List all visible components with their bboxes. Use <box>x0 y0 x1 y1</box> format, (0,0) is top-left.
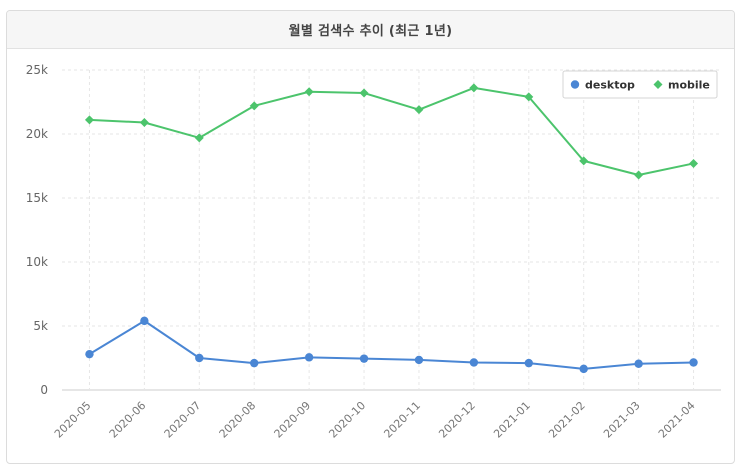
desktop-point <box>524 358 533 368</box>
x-tick-label: 2020-08 <box>217 399 259 441</box>
series <box>84 83 699 374</box>
mobile-line <box>89 86 694 176</box>
desktop-point <box>359 354 369 363</box>
mobile-point <box>469 83 479 93</box>
y-tick-label: 5k <box>33 319 48 333</box>
panel-header: 월별 검색수 추이 (최근 1년) <box>7 11 734 49</box>
desktop-point <box>250 358 259 368</box>
mobile-point <box>84 115 94 125</box>
desktop-point <box>579 364 588 374</box>
mobile-point <box>579 156 589 166</box>
x-tick-label: 2020-11 <box>381 399 423 441</box>
mobile-point <box>524 92 534 102</box>
desktop-point <box>195 353 204 363</box>
legend-box <box>562 70 718 99</box>
x-tick-label: 2020-12 <box>436 399 478 441</box>
x-tick-label: 2021-01 <box>491 399 533 441</box>
desktop-point <box>304 353 314 362</box>
x-tick-label: 2021-03 <box>601 399 643 441</box>
chart-title: 월별 검색수 추이 (최근 1년) <box>288 24 453 39</box>
mobile-point <box>414 105 424 115</box>
x-tick-label: 2021-02 <box>546 399 588 441</box>
x-tick-label: 2020-06 <box>107 399 149 441</box>
y-tick-label: 25k <box>26 63 48 77</box>
y-tick-label: 20k <box>26 127 48 141</box>
legend[interactable]: desktop mobile <box>562 70 718 99</box>
x-tick-label: 2020-07 <box>162 399 204 441</box>
desktop-point <box>469 358 479 367</box>
grid <box>62 69 721 391</box>
axes: 0 5k 10k 15k 20k 25k 2020-05 2020-06 2020-07 2020… <box>26 63 698 441</box>
x-tick-label: 2021-04 <box>656 399 698 441</box>
desktop-point <box>689 358 698 367</box>
mobile-point <box>139 117 149 127</box>
mobile-point <box>194 133 204 143</box>
mobile-point <box>304 87 314 97</box>
legend-desktop-marker <box>570 80 580 89</box>
desktop-line <box>88 319 694 370</box>
y-tick-label: 15k <box>26 191 48 205</box>
legend-desktop-label: desktop <box>585 79 635 92</box>
desktop-point <box>634 359 643 368</box>
desktop-point <box>140 316 149 326</box>
y-tick-label: 0 <box>40 383 48 397</box>
desktop-point <box>85 349 94 359</box>
x-tick-label: 2020-10 <box>326 399 368 441</box>
mobile-point <box>689 158 699 168</box>
x-tick-label: 2020-09 <box>272 399 314 441</box>
legend-mobile-marker <box>653 80 663 89</box>
x-tick-label: 2020-05 <box>52 399 94 441</box>
mobile-point <box>359 88 369 98</box>
mobile-point <box>634 170 644 180</box>
mobile-point <box>249 101 259 111</box>
y-tick-label: 10k <box>26 255 48 269</box>
legend-mobile-label: mobile <box>668 79 710 92</box>
desktop-point <box>414 355 424 365</box>
